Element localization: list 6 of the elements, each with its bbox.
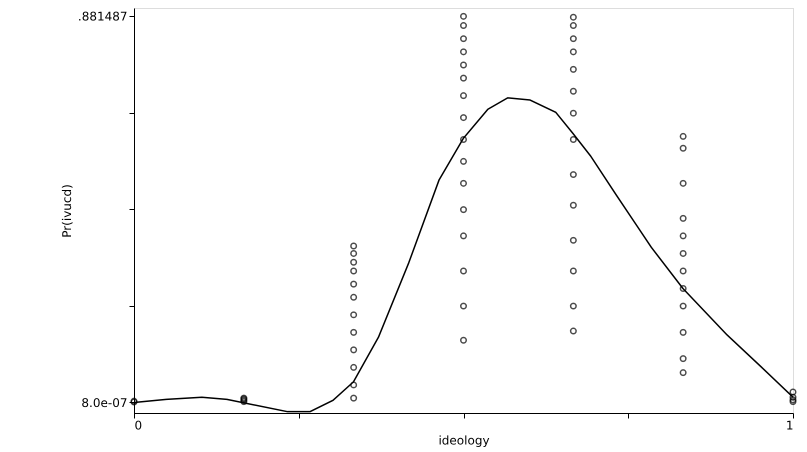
y-axis-title: Pr(ivucd)	[60, 184, 74, 238]
y-tick-label: .881487	[78, 10, 128, 24]
x-tick-label: 1	[786, 418, 794, 432]
x-axis-title: ideology	[438, 434, 490, 448]
x-tick-label: 0	[134, 418, 142, 432]
y-tick-label: 8.0e-07	[81, 396, 128, 410]
